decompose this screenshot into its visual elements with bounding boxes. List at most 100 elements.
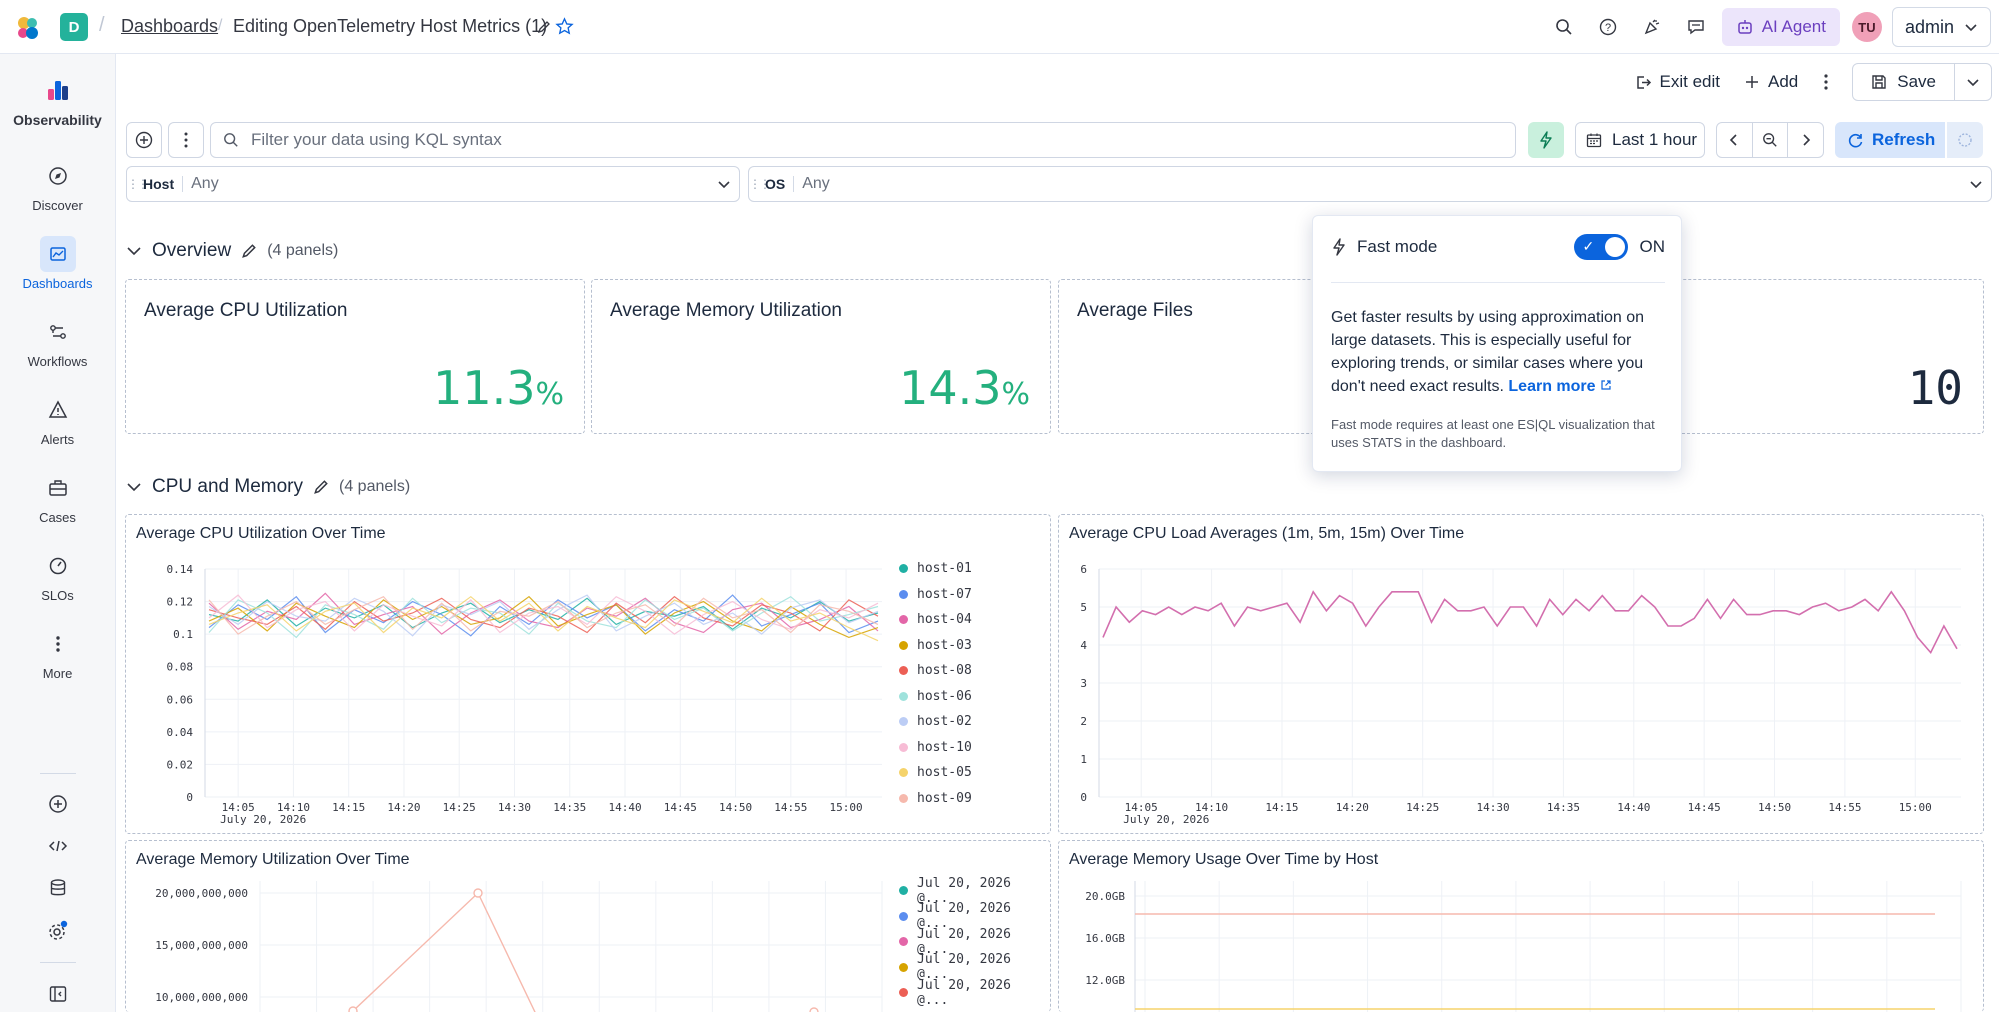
breadcrumb-separator: / <box>99 14 105 36</box>
legend-item[interactable]: Jul 20, 2026 @... <box>899 952 1050 982</box>
legend-swatch <box>899 615 908 625</box>
legend-item[interactable]: host-06 <box>899 684 972 710</box>
os-control[interactable]: ⋮⋮ OS Any <box>748 166 1992 202</box>
kql-search-input[interactable]: Filter your data using KQL syntax <box>210 122 1516 158</box>
nav-label: Dashboards <box>22 276 93 291</box>
chevron-down-icon <box>1961 177 1991 191</box>
save-button[interactable]: Save <box>1853 64 1955 100</box>
add-panel-button[interactable]: Add <box>1732 64 1810 100</box>
legend-label: host-02 <box>917 714 972 730</box>
legend-item[interactable]: Jul 20, 2026 @... <box>899 901 1050 932</box>
fast-mode-toggle[interactable]: ✓ <box>1573 234 1628 260</box>
ai-agent-button[interactable]: AI Agent <box>1721 8 1840 46</box>
data-management-icon[interactable] <box>0 878 115 898</box>
x-tick-label: 14:30 <box>1476 801 1509 814</box>
refresh-button[interactable]: Refresh <box>1835 122 1945 158</box>
legend-item[interactable]: host-05 <box>899 760 972 786</box>
ai-agent-label: AI Agent <box>1761 17 1826 36</box>
legend-item[interactable]: Jul 20, 2026 @... <box>899 875 1050 906</box>
user-menu-button[interactable]: admin <box>1891 7 1991 47</box>
calendar-icon <box>1586 133 1602 148</box>
learn-more-link[interactable]: Learn more <box>1508 378 1595 395</box>
exit-edit-button[interactable]: Exit edit <box>1623 64 1732 100</box>
nav-alerts[interactable]: Alerts <box>0 392 115 447</box>
legend-swatch <box>899 768 908 778</box>
legend-item[interactable]: host-09 <box>899 786 972 812</box>
news-feed-icon[interactable] <box>1630 5 1674 49</box>
drag-handle-icon[interactable]: ⋮⋮ <box>749 177 771 191</box>
user-avatar[interactable]: TU <box>1851 12 1882 42</box>
elastic-logo[interactable] <box>14 14 42 42</box>
developer-tools-icon[interactable] <box>0 836 115 856</box>
help-icon[interactable]: ? <box>1586 5 1630 49</box>
space-avatar[interactable]: D <box>60 13 88 41</box>
chart-panel-memory-usage-by-host[interactable]: Average Memory Usage Over Time by Host 1… <box>1058 840 1984 1012</box>
discover-icon <box>40 158 76 194</box>
metric-value: 11.3% <box>433 361 564 415</box>
legend-item[interactable]: host-03 <box>899 633 972 659</box>
breadcrumb-dashboards-link[interactable]: Dashboards <box>121 16 219 36</box>
section-panel-count: (4 panels) <box>267 242 339 259</box>
host-control[interactable]: ⋮⋮ Host Any <box>126 166 740 202</box>
nav-divider <box>40 773 76 774</box>
chevron-down-icon <box>127 483 141 492</box>
nav-more[interactable]: More <box>0 626 115 681</box>
nav-discover[interactable]: Discover <box>0 158 115 213</box>
collapse-nav-icon[interactable] <box>0 984 115 1004</box>
chat-icon[interactable] <box>1674 5 1718 49</box>
y-tick-label: 0.08 <box>167 661 194 674</box>
y-tick-label: 5 <box>1080 601 1087 614</box>
time-back-button[interactable] <box>1717 123 1753 157</box>
legend-item[interactable]: host-02 <box>899 709 972 735</box>
x-tick-label: 14:10 <box>277 801 310 814</box>
control-value: Any <box>191 175 219 192</box>
legend-item[interactable]: host-08 <box>899 658 972 684</box>
metric-panel-cpu[interactable]: Average CPU Utilization 11.3% <box>125 279 585 434</box>
panel-title: Average CPU Utilization <box>144 300 348 321</box>
auto-refresh-button[interactable] <box>1947 122 1983 158</box>
fast-mode-button[interactable] <box>1528 122 1564 158</box>
metric-panel-memory[interactable]: Average Memory Utilization 14.3% <box>591 279 1051 434</box>
time-picker-button[interactable]: Last 1 hour <box>1575 122 1705 158</box>
legend-item[interactable]: Jul 20, 2026 @... <box>899 927 1050 957</box>
save-options-button[interactable] <box>1955 64 1991 100</box>
check-icon: ✓ <box>1582 238 1595 254</box>
legend-label: host-09 <box>917 790 972 806</box>
legend-item[interactable]: host-07 <box>899 582 972 608</box>
section-panel-count: (4 panels) <box>339 478 411 495</box>
nav-cases[interactable]: Cases <box>0 470 115 525</box>
nav-workflows[interactable]: Workflows <box>0 314 115 369</box>
divider <box>1331 282 1665 283</box>
control-label: OS <box>765 176 795 192</box>
legend-item[interactable]: host-04 <box>899 607 972 633</box>
legend-item[interactable]: Jul 20, 2026 @... <box>899 978 1050 1008</box>
nav-observability[interactable]: Observability <box>0 72 115 128</box>
favorite-star-icon[interactable] <box>555 17 574 36</box>
nav-dashboards[interactable]: Dashboards <box>0 236 115 291</box>
legend-label: host-06 <box>917 688 972 704</box>
nav-slos[interactable]: SLOs <box>0 548 115 603</box>
time-forward-button[interactable] <box>1788 123 1823 157</box>
more-options-button[interactable] <box>1810 64 1842 100</box>
legend-item[interactable]: host-01 <box>899 556 972 582</box>
overview-section-header[interactable]: Overview (4 panels) <box>126 240 338 262</box>
search-icon[interactable] <box>1542 5 1586 49</box>
y-tick-label: 0 <box>186 791 193 804</box>
edit-pencil-icon[interactable] <box>241 243 257 259</box>
series-line-host-10 <box>208 594 879 635</box>
legend-item[interactable]: host-10 <box>899 735 972 761</box>
zoom-out-button[interactable] <box>1753 123 1789 157</box>
settings-gear-icon[interactable] <box>0 920 115 942</box>
edit-pencil-icon[interactable] <box>313 479 329 495</box>
chart-panel-memory-utilization[interactable]: Average Memory Utilization Over Time 10,… <box>125 840 1051 1012</box>
add-data-icon[interactable] <box>0 794 115 814</box>
query-menu-button[interactable] <box>168 122 204 158</box>
legend-label: Jul 20, 2026 @... <box>917 875 1011 906</box>
chart-panel-cpu-load[interactable]: Average CPU Load Averages (1m, 5m, 15m) … <box>1058 514 1984 834</box>
add-filter-button[interactable] <box>126 122 162 158</box>
edit-title-icon[interactable] <box>537 20 551 34</box>
legend-label: Jul 20, 2026 @... <box>917 901 1011 932</box>
drag-handle-icon[interactable]: ⋮⋮ <box>127 177 149 191</box>
cpu-memory-section-header[interactable]: CPU and Memory (4 panels) <box>126 476 410 498</box>
chart-panel-cpu-over-time[interactable]: Average CPU Utilization Over Time 0 0.02 0… <box>125 514 1051 834</box>
